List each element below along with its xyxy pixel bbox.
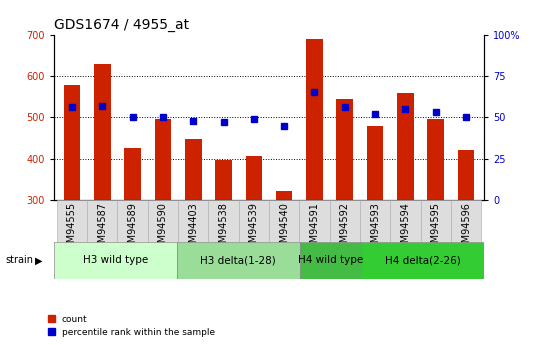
Text: GSM94403: GSM94403 — [188, 202, 198, 255]
Bar — [276, 191, 293, 200]
Text: GSM94593: GSM94593 — [370, 202, 380, 255]
Text: ▶: ▶ — [35, 256, 43, 265]
Bar — [299, 200, 330, 242]
Text: GDS1674 / 4955_at: GDS1674 / 4955_at — [54, 18, 189, 32]
Bar — [87, 200, 117, 242]
Text: GSM94587: GSM94587 — [97, 202, 107, 255]
Bar — [421, 200, 451, 242]
Bar — [306, 39, 323, 200]
Text: GSM94538: GSM94538 — [218, 202, 229, 255]
Bar — [245, 156, 262, 200]
Bar — [458, 150, 475, 200]
Bar — [54, 241, 177, 279]
Bar — [360, 200, 390, 242]
Bar — [124, 148, 141, 200]
Text: GSM94594: GSM94594 — [400, 202, 410, 255]
Bar — [63, 85, 80, 200]
Text: GSM94596: GSM94596 — [461, 202, 471, 255]
Bar — [336, 99, 353, 200]
Bar — [215, 160, 232, 200]
Text: GSM94540: GSM94540 — [279, 202, 289, 255]
Bar — [177, 241, 300, 279]
Text: GSM94590: GSM94590 — [158, 202, 168, 255]
Bar — [361, 241, 484, 279]
Bar — [57, 200, 87, 242]
Bar — [330, 200, 360, 242]
Text: H4 wild type: H4 wild type — [298, 256, 363, 265]
Bar — [367, 126, 384, 200]
Bar — [390, 200, 421, 242]
Bar — [451, 200, 481, 242]
Bar — [94, 64, 111, 200]
Bar — [148, 200, 178, 242]
Text: GSM94591: GSM94591 — [309, 202, 320, 255]
Text: GSM94595: GSM94595 — [431, 202, 441, 255]
Bar — [178, 200, 208, 242]
Bar — [117, 200, 148, 242]
Bar — [154, 119, 171, 200]
Bar — [185, 139, 202, 200]
Text: H4 delta(2-26): H4 delta(2-26) — [385, 256, 461, 265]
Bar — [239, 200, 269, 242]
Bar — [269, 200, 299, 242]
Text: GSM94592: GSM94592 — [340, 202, 350, 255]
Legend: count, percentile rank within the sample: count, percentile rank within the sample — [47, 315, 215, 337]
Text: strain: strain — [5, 256, 33, 265]
Bar — [397, 93, 414, 200]
Bar — [300, 241, 361, 279]
Bar — [427, 119, 444, 200]
Text: GSM94555: GSM94555 — [67, 202, 77, 255]
Text: H3 wild type: H3 wild type — [83, 256, 148, 265]
Text: GSM94539: GSM94539 — [249, 202, 259, 255]
Text: GSM94589: GSM94589 — [128, 202, 138, 255]
Bar — [208, 200, 239, 242]
Text: H3 delta(1-28): H3 delta(1-28) — [200, 256, 276, 265]
